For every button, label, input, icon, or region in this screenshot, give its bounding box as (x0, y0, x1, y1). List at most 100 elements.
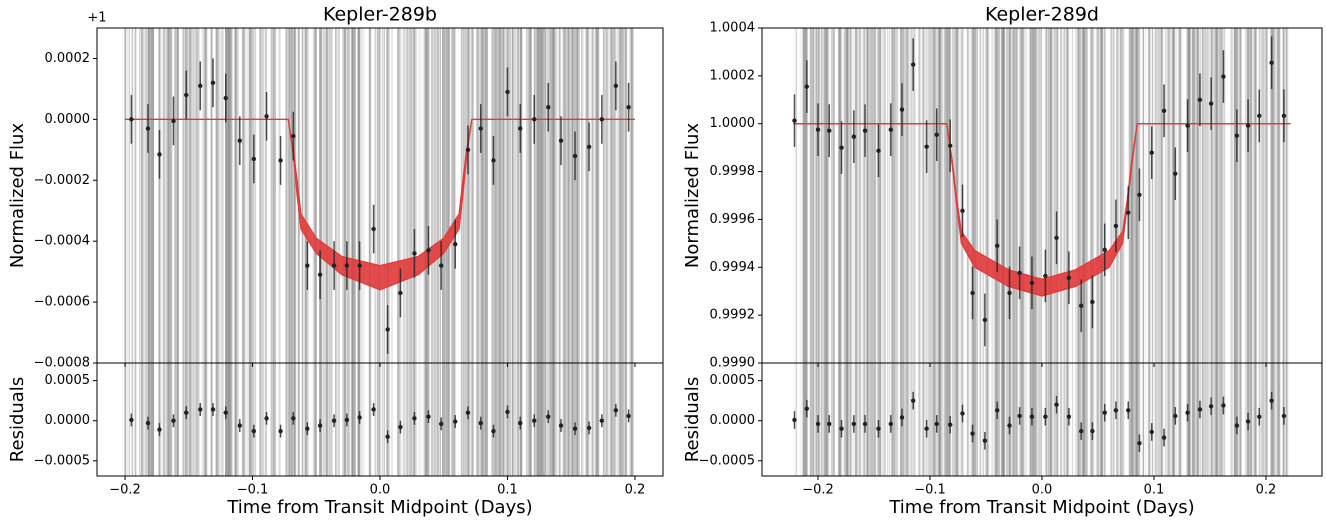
data-point (478, 126, 483, 131)
data-point (198, 83, 203, 89)
residual-point (198, 407, 203, 412)
residual-point (344, 417, 350, 423)
residual-point (586, 425, 592, 431)
y-tick-label: 0.0000 (45, 112, 91, 127)
data-point (804, 84, 809, 89)
residual-point (129, 417, 134, 423)
residual-point (1102, 410, 1107, 415)
residual-point (465, 410, 471, 415)
y-tick-label: 0.9992 (710, 308, 756, 323)
data-point (1126, 210, 1131, 215)
data-point (171, 118, 176, 124)
residual-axis-label: Residuals (7, 377, 28, 462)
residual-point (862, 421, 868, 427)
data-point (1043, 273, 1048, 279)
data-point (412, 251, 417, 256)
x-tick-label: 0.0 (1032, 483, 1053, 498)
data-point (237, 138, 242, 143)
x-axis-label: Time from Transit Midpoint (Days) (226, 497, 532, 518)
residual-point (1173, 413, 1178, 419)
residual-point (412, 416, 417, 421)
residual-point (1269, 398, 1274, 403)
data-point (398, 290, 403, 296)
residual-point (626, 413, 631, 419)
data-point (532, 117, 537, 122)
data-point (344, 263, 350, 268)
data-point (1054, 235, 1059, 241)
y-tick-label: 1.0000 (710, 116, 756, 131)
residual-point (1126, 408, 1131, 413)
x-tick-label: 0.1 (1144, 483, 1165, 498)
y-tick-label: 1.0004 (710, 21, 756, 36)
residual-point (960, 411, 965, 416)
residual-point (815, 421, 821, 427)
data-point (157, 152, 162, 157)
data-point (899, 107, 905, 112)
residual-point (1149, 429, 1154, 435)
data-point (305, 263, 310, 268)
residual-point (1185, 410, 1190, 415)
residual-y-tick-label: 0.0005 (45, 373, 91, 388)
residual-point (264, 416, 269, 421)
data-point (546, 104, 551, 110)
residual-point (804, 406, 809, 411)
x-tick-label: −0.1 (237, 483, 269, 498)
residual-point (572, 426, 578, 431)
residual-point (291, 416, 296, 421)
data-point (1090, 299, 1095, 305)
x-axis-label: Time from Transit Midpoint (Days) (888, 497, 1194, 518)
residual-point (1161, 435, 1167, 440)
residual-point (278, 428, 283, 434)
data-point (331, 263, 337, 268)
residual-point (1090, 428, 1095, 434)
data-point (586, 144, 592, 149)
residual-point (210, 407, 216, 412)
residual-point (1221, 403, 1226, 408)
y-tick-label: −0.0004 (34, 234, 90, 249)
residual-point (305, 426, 310, 431)
data-point (1234, 133, 1240, 138)
model-line (125, 118, 635, 291)
data-point (129, 117, 134, 122)
residual-point (1007, 423, 1012, 428)
residual-point (827, 421, 832, 427)
data-point (357, 263, 362, 268)
residual-point (1208, 404, 1214, 409)
data-point (505, 89, 510, 95)
residual-point (426, 414, 431, 419)
data-point (982, 317, 988, 323)
y-tick-label: −0.0002 (34, 173, 90, 188)
residual-point (251, 428, 256, 434)
data-point (792, 118, 797, 123)
residual-point (546, 414, 551, 419)
residual-point (995, 408, 1000, 413)
residual-point (599, 418, 605, 423)
residual-point (792, 417, 797, 423)
residual-point (1043, 414, 1048, 419)
residual-point (839, 426, 844, 431)
data-point (572, 153, 578, 159)
data-point (251, 156, 256, 162)
residual-point (1234, 423, 1240, 428)
residual-point (223, 410, 228, 415)
y-tick-label: 0.9998 (710, 164, 756, 179)
residual-point (357, 415, 362, 420)
y-tick-label: 0.9996 (710, 212, 756, 227)
residual-y-tick-label: −0.0005 (34, 453, 90, 468)
data-point (453, 242, 458, 247)
residual-point (1281, 413, 1287, 419)
residual-point (505, 409, 510, 415)
residual-y-tick-label: 0.0000 (45, 413, 91, 428)
residual-point (237, 423, 242, 428)
residual-point (888, 421, 893, 427)
residual-point (982, 438, 988, 443)
model-line (125, 118, 635, 267)
data-point (1079, 303, 1084, 309)
data-point (291, 133, 296, 139)
data-point (491, 158, 496, 163)
y-tick-label: 1.0002 (710, 68, 756, 83)
data-point (947, 143, 953, 148)
residual-point (453, 419, 458, 424)
residual-y-tick-label: −0.0005 (699, 453, 755, 468)
data-point (264, 114, 269, 119)
